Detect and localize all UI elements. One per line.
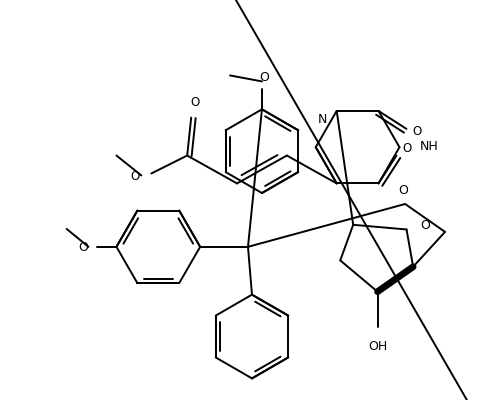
Text: O: O	[259, 71, 268, 84]
Text: O: O	[130, 170, 139, 182]
Text: O: O	[411, 125, 421, 138]
Text: N: N	[317, 113, 326, 126]
Text: NH: NH	[419, 139, 437, 152]
Text: O: O	[190, 95, 200, 108]
Text: OH: OH	[367, 339, 386, 352]
Text: O: O	[79, 241, 88, 254]
Text: O: O	[402, 142, 411, 155]
Text: O: O	[397, 184, 407, 196]
Text: O: O	[420, 219, 429, 231]
